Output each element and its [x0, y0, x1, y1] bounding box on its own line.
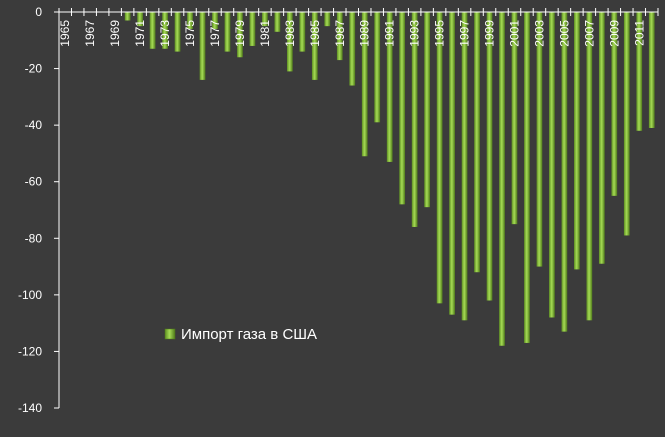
x-tick-label-1999: 1999 — [483, 20, 497, 47]
bar-2005 — [561, 12, 568, 332]
bar-2009 — [611, 12, 618, 196]
bar-2008 — [598, 12, 605, 264]
bar-1984 — [299, 12, 306, 52]
bar-2002 — [524, 12, 530, 343]
x-tick-label-1979: 1979 — [233, 20, 247, 47]
bar-1981 — [262, 12, 268, 27]
y-tick-label: -140 — [18, 401, 42, 415]
y-axis: 0 -20 -40 -60 -80 -100 -120 -140 — [18, 5, 60, 415]
x-axis: 1965 1967 1969 1971 1973 1975 1977 1979 1981 1983… — [58, 8, 659, 47]
y-tick-label: -100 — [18, 288, 42, 302]
bar-1978 — [224, 12, 231, 52]
x-tick-label-1967: 1967 — [83, 20, 97, 47]
bar-1995 — [436, 12, 443, 304]
bar-2001 — [511, 12, 518, 225]
bar-1977 — [212, 12, 218, 29]
x-tick-label-1965: 1965 — [58, 20, 72, 47]
x-tick-label-1969: 1969 — [108, 20, 122, 47]
bar-1971 — [137, 12, 143, 27]
x-tick-label-1977: 1977 — [208, 20, 222, 47]
x-tick-label-1983: 1983 — [283, 20, 297, 47]
bar-1985 — [311, 12, 318, 80]
bar-1986 — [324, 12, 331, 27]
x-tick-label-1995: 1995 — [433, 20, 447, 47]
bar-1989 — [361, 12, 368, 157]
bars-layer — [124, 12, 655, 346]
bar-1999 — [486, 12, 493, 301]
x-tick-label-1993: 1993 — [408, 20, 422, 47]
bar-1992 — [399, 12, 406, 205]
legend-label: Импорт газа в США — [181, 326, 317, 343]
x-tick-label-1987: 1987 — [333, 20, 347, 47]
bar-1994 — [424, 12, 431, 208]
x-tick-label-2009: 2009 — [607, 20, 621, 47]
x-tick-label-2003: 2003 — [532, 20, 546, 47]
bar-1980 — [249, 12, 256, 46]
x-tick-label-1989: 1989 — [358, 20, 372, 47]
bar-2004 — [549, 12, 555, 318]
y-tick-label: -20 — [25, 62, 43, 76]
legend-marker — [164, 328, 176, 340]
bar-2006 — [574, 12, 580, 270]
x-tick-label-1991: 1991 — [383, 20, 397, 47]
bar-1987 — [336, 12, 343, 61]
bar-2000 — [499, 12, 505, 346]
x-tick-label-1975: 1975 — [183, 20, 197, 47]
bar-1983 — [286, 12, 293, 72]
bar-1993 — [411, 12, 418, 227]
x-tick-label-2005: 2005 — [557, 20, 571, 47]
bar-1975 — [187, 12, 193, 29]
bar-1988 — [349, 12, 356, 86]
y-tick-label: -40 — [25, 118, 43, 132]
y-tick-label: -120 — [18, 344, 42, 358]
bar-1979 — [237, 12, 243, 58]
bar-2010 — [623, 12, 630, 236]
bar-1973 — [162, 12, 168, 49]
bar-1991 — [386, 12, 393, 162]
y-tick-label: -80 — [25, 231, 43, 245]
x-tick-label-2001: 2001 — [507, 20, 521, 47]
bar-2003 — [536, 12, 543, 267]
x-tick-label-1985: 1985 — [308, 20, 322, 47]
bar-1972 — [149, 12, 156, 49]
bar-1982 — [274, 12, 281, 32]
x-tick-label-1997: 1997 — [458, 20, 472, 47]
bar-1976 — [199, 12, 206, 80]
x-tick-label-2007: 2007 — [582, 20, 596, 47]
bar-1990 — [374, 12, 381, 123]
bar-1974 — [174, 12, 181, 52]
legend: Импорт газа в США — [164, 326, 317, 343]
x-tick-label-1973: 1973 — [158, 20, 172, 47]
bar-2012 — [648, 12, 655, 128]
bar-1998 — [474, 12, 480, 273]
x-tick-label-1971: 1971 — [133, 20, 147, 47]
y-tick-label: 0 — [35, 5, 42, 19]
bar-1997 — [461, 12, 468, 321]
bar-2007 — [586, 12, 593, 321]
x-tick-label-2011: 2011 — [632, 20, 646, 46]
x-tick-label-1981: 1981 — [258, 20, 272, 47]
bar-2011 — [636, 12, 643, 131]
bar-1996 — [449, 12, 455, 315]
y-tick-label: -60 — [25, 175, 43, 189]
bar-1970 — [124, 12, 131, 21]
